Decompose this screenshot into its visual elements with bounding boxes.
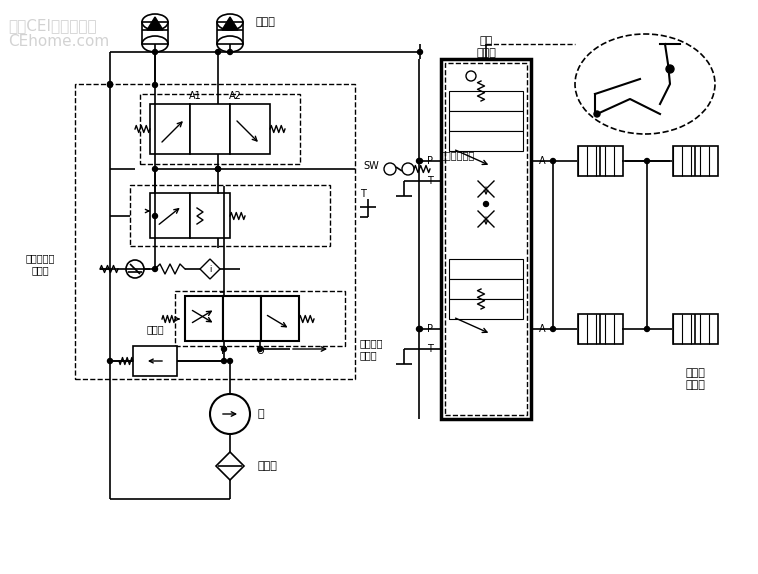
Circle shape: [108, 359, 112, 363]
Text: T: T: [427, 176, 433, 186]
Text: 蓄能器: 蓄能器: [255, 17, 275, 27]
Text: A: A: [539, 156, 546, 166]
Circle shape: [221, 347, 227, 351]
Bar: [150, 193, 190, 238]
Circle shape: [418, 49, 422, 55]
Circle shape: [210, 394, 250, 434]
Text: O: O: [256, 346, 264, 356]
Bar: [175, 291, 345, 346]
Circle shape: [152, 166, 158, 172]
Circle shape: [227, 49, 233, 55]
Bar: [230, 104, 270, 154]
Bar: [75, 84, 355, 379]
Circle shape: [221, 359, 227, 363]
Text: 滤清器: 滤清器: [258, 461, 278, 471]
Bar: [673, 146, 718, 176]
Circle shape: [416, 327, 421, 332]
Bar: [217, 22, 243, 44]
Bar: [223, 296, 261, 341]
Circle shape: [550, 158, 556, 164]
Circle shape: [644, 158, 650, 164]
Text: 溢流阀: 溢流阀: [146, 324, 164, 334]
Text: 双路蓄能器
充液阀: 双路蓄能器 充液阀: [25, 253, 55, 275]
Text: T: T: [360, 189, 366, 199]
Text: T: T: [427, 344, 433, 354]
Text: 低压报警开关: 低压报警开关: [440, 150, 475, 160]
Bar: [673, 314, 718, 344]
Circle shape: [666, 65, 674, 73]
Bar: [190, 104, 230, 154]
Text: A2: A2: [229, 91, 242, 101]
Text: A: A: [539, 324, 546, 334]
Bar: [449, 259, 523, 279]
Circle shape: [152, 266, 158, 272]
Text: P: P: [427, 156, 433, 166]
Text: P: P: [221, 346, 227, 356]
Bar: [449, 91, 523, 111]
Bar: [578, 314, 623, 344]
Circle shape: [550, 327, 556, 332]
Circle shape: [418, 327, 422, 332]
Bar: [142, 22, 168, 44]
Polygon shape: [147, 17, 163, 30]
Bar: [449, 299, 523, 319]
Circle shape: [644, 327, 650, 332]
Circle shape: [108, 83, 112, 87]
Circle shape: [152, 214, 158, 219]
Bar: [445, 63, 527, 415]
Circle shape: [108, 82, 112, 87]
Circle shape: [594, 111, 600, 117]
Bar: [449, 111, 523, 131]
Circle shape: [152, 83, 158, 87]
Text: CEhome.com: CEhome.com: [8, 34, 109, 49]
Text: A1: A1: [189, 91, 202, 101]
Text: 双路
调节阀: 双路 调节阀: [476, 36, 496, 58]
Bar: [185, 296, 223, 341]
Bar: [150, 104, 190, 154]
Text: 双路制
动系统: 双路制 动系统: [685, 368, 705, 390]
Circle shape: [215, 49, 221, 55]
Circle shape: [258, 347, 262, 351]
Circle shape: [152, 49, 158, 55]
Circle shape: [215, 166, 221, 172]
Bar: [441, 59, 531, 419]
Bar: [449, 279, 523, 299]
Bar: [133, 346, 177, 376]
Text: 铁甲CEI工程机械网: 铁甲CEI工程机械网: [8, 18, 96, 33]
Bar: [261, 296, 299, 341]
Text: i: i: [208, 265, 211, 273]
Text: 泵: 泵: [258, 409, 265, 419]
Text: 去其他动
力系统: 去其他动 力系统: [360, 338, 384, 360]
Circle shape: [418, 158, 422, 164]
Circle shape: [484, 201, 488, 207]
Bar: [190, 193, 230, 238]
Bar: [130, 185, 330, 246]
Bar: [140, 94, 300, 164]
Circle shape: [215, 166, 221, 172]
Text: P: P: [427, 324, 433, 334]
Polygon shape: [222, 17, 238, 30]
Bar: [578, 146, 623, 176]
Circle shape: [416, 158, 421, 164]
Text: SW: SW: [363, 161, 379, 171]
Bar: [449, 131, 523, 151]
Circle shape: [227, 359, 233, 363]
